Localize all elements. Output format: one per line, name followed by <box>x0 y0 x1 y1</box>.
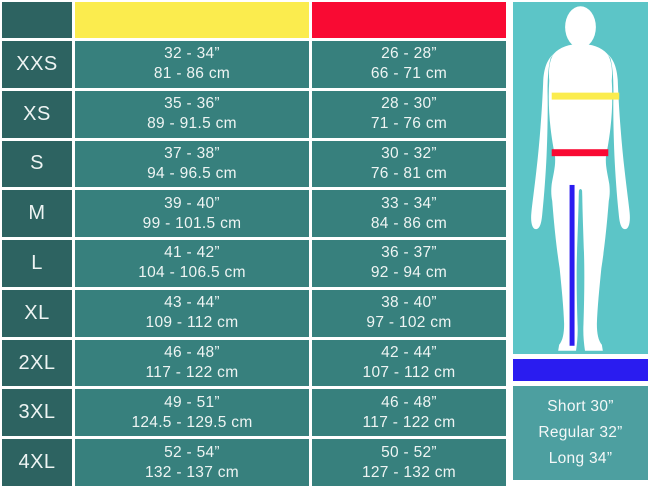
waist-cell: 38 - 40” 97 - 102 cm <box>312 289 506 337</box>
waist-inches: 36 - 37” <box>381 244 437 262</box>
inseam-line <box>569 184 575 346</box>
chest-inches: 43 - 44” <box>164 294 220 312</box>
chest-inches: 41 - 42” <box>164 244 220 262</box>
chest-cell: 43 - 44” 109 - 112 cm <box>75 289 309 337</box>
chest-inches: 49 - 51” <box>164 393 220 411</box>
size-label: XL <box>2 289 72 337</box>
waist-inches: 30 - 32” <box>381 144 437 162</box>
body-silhouette <box>531 6 630 351</box>
chest-line <box>551 92 620 100</box>
chest-cm: 104 - 106.5 cm <box>138 264 246 282</box>
chest-cm: 94 - 96.5 cm <box>147 164 237 182</box>
waist-cell: 30 - 32” 76 - 81 cm <box>312 140 506 188</box>
chest-cell: 32 - 34” 81 - 86 cm <box>75 41 309 88</box>
waist-cell: 26 - 28” 66 - 71 cm <box>312 41 506 88</box>
leg-length-box: Short 30” Regular 32” Long 34” <box>513 386 648 480</box>
waist-inches: 33 - 34” <box>381 194 437 212</box>
chest-cm: 81 - 86 cm <box>153 65 231 83</box>
waist-cell: 28 - 30” 71 - 76 cm <box>312 90 506 138</box>
waist-cm: 92 - 94 cm <box>370 264 448 282</box>
header-size-cell <box>2 2 72 38</box>
chest-cm: 89 - 91.5 cm <box>147 115 237 133</box>
chest-inches: 52 - 54” <box>164 443 220 461</box>
waist-cm: 117 - 122 cm <box>362 413 456 431</box>
leg-length-short: Short 30” <box>547 398 614 415</box>
chest-inches: 32 - 34” <box>164 45 220 63</box>
waist-cm: 97 - 102 cm <box>366 314 452 332</box>
chest-cm: 117 - 122 cm <box>145 364 239 382</box>
chest-cell: 52 - 54” 132 - 137 cm <box>75 439 309 486</box>
figure-panel <box>513 2 648 354</box>
size-label: XS <box>2 90 72 138</box>
chest-cm: 109 - 112 cm <box>145 314 239 332</box>
chest-cell: 37 - 38” 94 - 96.5 cm <box>75 140 309 188</box>
chest-cell: 49 - 51” 124.5 - 129.5 cm <box>75 389 309 437</box>
header-chest-swatch <box>75 2 309 38</box>
waist-inches: 26 - 28” <box>381 45 437 63</box>
waist-cell: 46 - 48” 117 - 122 cm <box>312 389 506 437</box>
waist-inches: 46 - 48” <box>381 393 437 411</box>
waist-cell: 33 - 34” 84 - 86 cm <box>312 190 506 238</box>
waist-cm: 66 - 71 cm <box>370 65 448 83</box>
waist-line <box>551 149 609 157</box>
header-waist-swatch <box>312 2 506 38</box>
waist-cm: 84 - 86 cm <box>370 214 448 232</box>
chest-cell: 39 - 40” 99 - 101.5 cm <box>75 190 309 238</box>
chest-inches: 46 - 48” <box>164 344 220 362</box>
waist-cm: 71 - 76 cm <box>370 115 448 133</box>
leg-length-regular: Regular 32” <box>538 424 623 441</box>
waist-inches: 28 - 30” <box>381 95 437 113</box>
size-table: XXS 32 - 34” 81 - 86 cm 26 - 28” 66 - 71… <box>0 0 508 488</box>
chest-cell: 46 - 48” 117 - 122 cm <box>75 339 309 387</box>
size-label: L <box>2 240 72 287</box>
chest-inches: 37 - 38” <box>164 144 220 162</box>
waist-inches: 38 - 40” <box>381 294 437 312</box>
size-label: XXS <box>2 41 72 88</box>
inseam-legend-bar <box>513 359 648 381</box>
size-label: 4XL <box>2 439 72 486</box>
waist-cell: 50 - 52” 127 - 132 cm <box>312 439 506 486</box>
chest-inches: 35 - 36” <box>164 95 220 113</box>
size-label: M <box>2 190 72 238</box>
waist-cm: 127 - 132 cm <box>361 463 457 481</box>
waist-cm: 76 - 81 cm <box>370 164 448 182</box>
chest-cm: 99 - 101.5 cm <box>142 214 242 232</box>
waist-cell: 36 - 37” 92 - 94 cm <box>312 240 506 287</box>
waist-cm: 107 - 112 cm <box>362 364 456 382</box>
size-label: S <box>2 140 72 188</box>
measurement-guide-panel: Short 30” Regular 32” Long 34” <box>508 0 650 488</box>
waist-inches: 50 - 52” <box>381 443 437 461</box>
chest-cm: 132 - 137 cm <box>144 463 240 481</box>
size-label: 2XL <box>2 339 72 387</box>
waist-cell: 42 - 44” 107 - 112 cm <box>312 339 506 387</box>
chest-cm: 124.5 - 129.5 cm <box>131 413 253 431</box>
chest-cell: 41 - 42” 104 - 106.5 cm <box>75 240 309 287</box>
chest-inches: 39 - 40” <box>164 194 220 212</box>
leg-length-long: Long 34” <box>548 450 613 467</box>
chest-cell: 35 - 36” 89 - 91.5 cm <box>75 90 309 138</box>
size-label: 3XL <box>2 389 72 437</box>
waist-inches: 42 - 44” <box>381 344 437 362</box>
